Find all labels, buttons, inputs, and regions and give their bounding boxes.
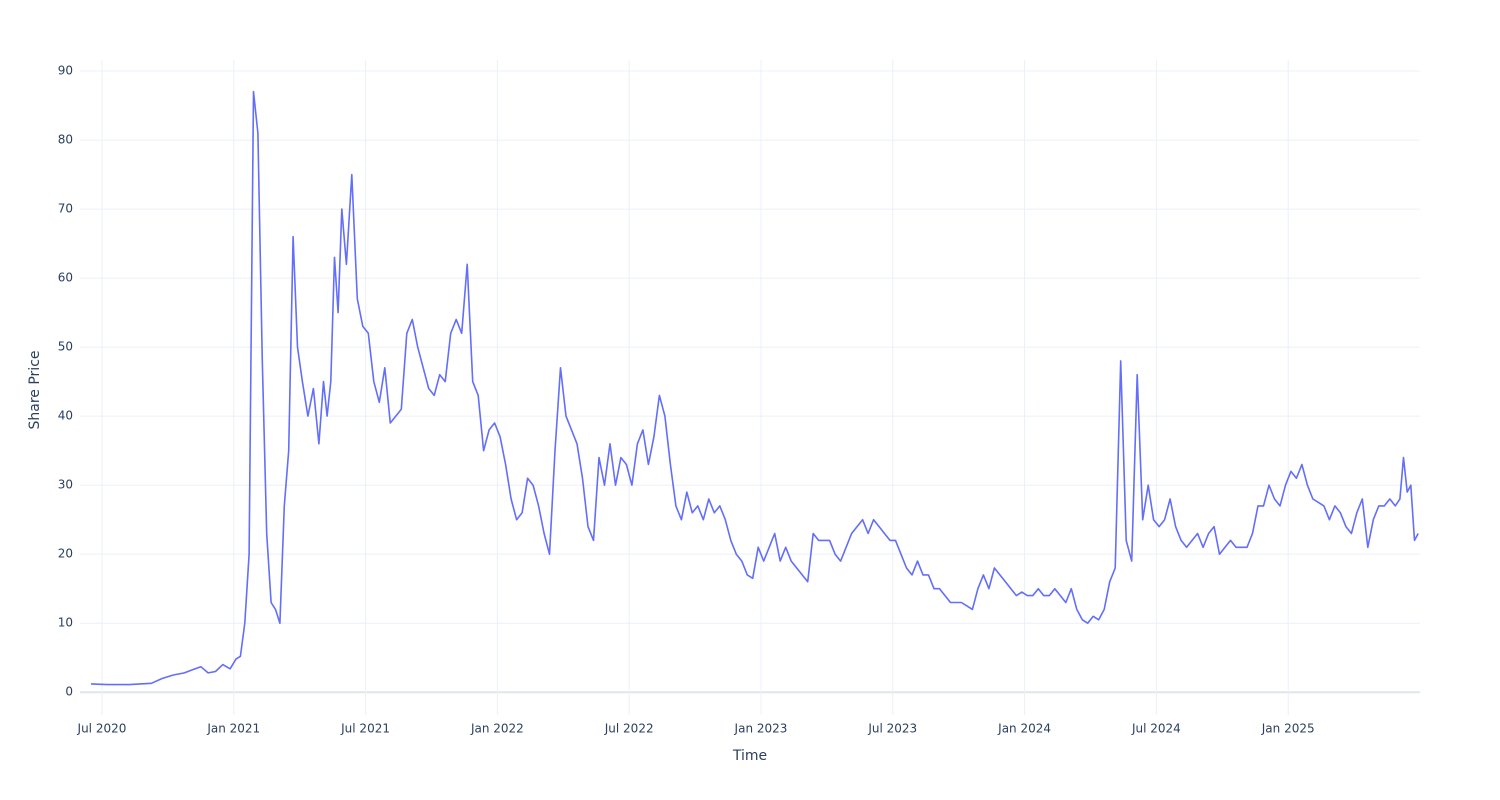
y-axis-title: Share Price (27, 350, 43, 429)
y-tick-label: 30 (58, 478, 73, 492)
x-tick-label: Jan 2024 (997, 722, 1051, 736)
y-tick-label: 60 (58, 271, 73, 285)
x-tick-label: Jan 2025 (1261, 722, 1315, 736)
x-tick-label: Jul 2020 (77, 722, 127, 736)
y-tick-label: 0 (65, 685, 73, 699)
x-tick-label: Jul 2023 (867, 722, 917, 736)
price-line (90, 90, 1419, 686)
y-tick-label: 10 (58, 616, 73, 630)
y-tick-label: 20 (58, 547, 73, 561)
y-tick-label: 80 (58, 133, 73, 147)
x-tick-label: Jul 2021 (340, 722, 390, 736)
x-tick-label: Jan 2023 (734, 722, 788, 736)
y-tick-label: 50 (58, 340, 73, 354)
x-tick-label: Jul 2022 (604, 722, 654, 736)
y-tick-label: 90 (58, 64, 73, 78)
x-tick-label: Jul 2024 (1131, 722, 1181, 736)
y-tick-label: 70 (58, 202, 73, 216)
x-tick-label: Jan 2021 (206, 722, 260, 736)
x-axis-title: Time (732, 748, 767, 764)
x-tick-label: Jan 2022 (470, 722, 524, 736)
y-tick-label: 40 (58, 409, 73, 423)
